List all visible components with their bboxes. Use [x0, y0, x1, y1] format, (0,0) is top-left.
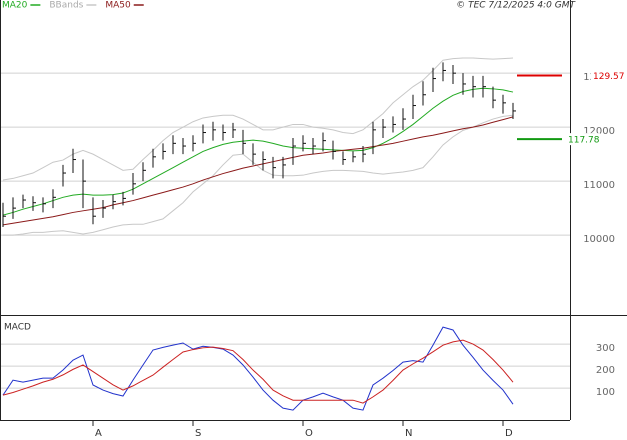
x-tick-label: S [195, 428, 201, 439]
x-tick-label: O [305, 428, 313, 439]
x-tick-label: A [95, 428, 102, 439]
y-tick-label: 12000 [583, 126, 615, 137]
level-label: 117.78 [568, 136, 600, 146]
legend-label: MA20 [2, 1, 28, 11]
legend-label: MA50 [105, 1, 131, 11]
panel-title: MACD [4, 323, 31, 333]
band-line [2, 57, 514, 181]
level-label-bg [566, 133, 600, 146]
ma-line [2, 116, 514, 226]
legend-label: BBands [49, 1, 83, 11]
y-tick-label: 10000 [583, 234, 615, 245]
x-tick-label: D [505, 428, 513, 439]
y-tick-label: 11000 [583, 180, 615, 191]
level-label: 129.57 [593, 72, 625, 82]
macd-line [2, 339, 514, 404]
y-tick-label: 200 [596, 365, 615, 376]
band-line [3, 114, 514, 236]
y-tick-label: 300 [596, 343, 615, 354]
macd-line [2, 326, 514, 411]
y-tick-label: 100 [596, 387, 615, 398]
level-label-bg [591, 69, 625, 82]
source: © TEC 7/12/2025 4:0 GMT [456, 1, 576, 11]
x-tick-label: N [405, 428, 412, 439]
ma-line [2, 87, 514, 216]
